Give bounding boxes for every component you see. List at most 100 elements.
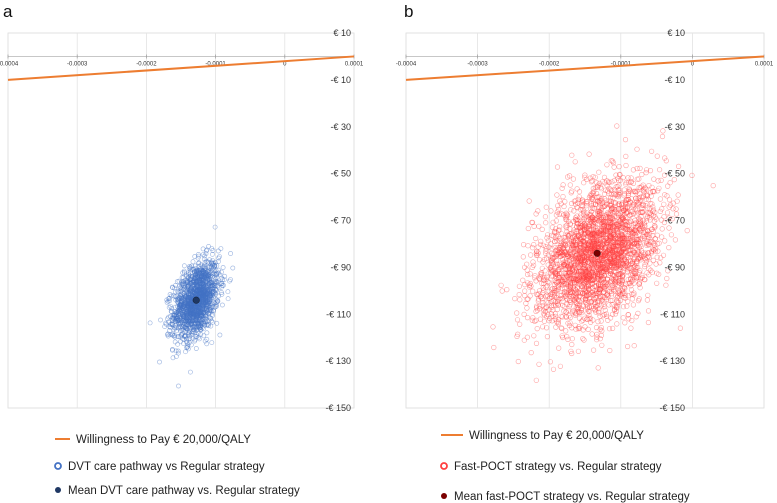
scatter-point bbox=[170, 315, 176, 321]
scatter-point bbox=[606, 191, 612, 197]
scatter-point bbox=[230, 265, 236, 271]
scatter-point bbox=[667, 202, 674, 208]
scatter-point bbox=[561, 212, 567, 218]
scatter-point bbox=[611, 258, 617, 264]
panel-b-letter: b bbox=[404, 2, 413, 21]
scatter-point bbox=[620, 242, 626, 249]
scatter-point bbox=[597, 313, 603, 319]
scatter-point bbox=[554, 192, 560, 198]
x-tick-label-1: -0.0003 bbox=[467, 61, 488, 67]
scatter-point bbox=[634, 165, 640, 172]
scatter-point bbox=[535, 298, 541, 304]
scatter-point bbox=[655, 178, 661, 184]
scatter-point bbox=[555, 317, 562, 323]
scatter-point bbox=[632, 269, 638, 275]
scatter-point bbox=[595, 365, 601, 371]
scatter-point bbox=[193, 324, 199, 330]
scatter-point bbox=[179, 279, 185, 285]
scatter-point bbox=[629, 208, 636, 215]
scatter-point bbox=[181, 317, 187, 323]
scatter-point bbox=[569, 350, 575, 357]
scatter-point bbox=[217, 254, 222, 259]
scatter-point bbox=[547, 359, 554, 365]
scatter-point bbox=[619, 273, 625, 279]
scatter-point bbox=[201, 299, 206, 305]
scatter-point bbox=[209, 267, 215, 273]
scatter-point bbox=[552, 226, 559, 232]
scatter-point bbox=[643, 196, 649, 202]
scatter-point bbox=[665, 183, 671, 189]
scatter-point bbox=[578, 277, 585, 283]
scatter-point bbox=[654, 254, 660, 260]
scatter-point bbox=[590, 277, 596, 284]
scatter-point bbox=[567, 289, 573, 295]
scatter-point bbox=[625, 189, 631, 195]
scatter-point bbox=[588, 201, 595, 207]
scatter-point bbox=[214, 303, 219, 309]
scatter-point bbox=[606, 302, 612, 308]
scatter-point bbox=[576, 315, 583, 321]
scatter-point bbox=[618, 214, 625, 220]
scatter-point bbox=[630, 167, 637, 173]
scatter-point bbox=[574, 305, 581, 311]
scatter-point bbox=[625, 224, 631, 230]
y-tick-label-2: -€ 30 bbox=[330, 122, 351, 132]
scatter-point bbox=[560, 182, 566, 188]
scatter-point bbox=[581, 180, 587, 186]
scatter-point bbox=[660, 128, 666, 134]
scatter-point bbox=[189, 263, 195, 269]
scatter-point bbox=[608, 207, 614, 213]
scatter-point bbox=[561, 235, 567, 241]
scatter-point bbox=[589, 331, 595, 337]
scatter-point bbox=[623, 197, 630, 203]
scatter-point bbox=[549, 232, 555, 238]
scatter-point bbox=[672, 237, 679, 243]
scatter-point bbox=[628, 325, 634, 331]
scatter-point bbox=[188, 322, 193, 328]
scatter-point bbox=[614, 123, 620, 129]
scatter-point bbox=[520, 254, 526, 260]
scatter-point bbox=[604, 276, 610, 282]
scatter-point bbox=[664, 210, 671, 216]
scatter-point bbox=[210, 258, 215, 263]
scatter-point bbox=[208, 284, 213, 290]
scatter-point bbox=[579, 226, 585, 232]
scatter-point bbox=[203, 251, 209, 256]
scatter-point bbox=[662, 238, 668, 244]
x-tick-label-4: 0 bbox=[283, 61, 287, 67]
scatter-point bbox=[595, 184, 601, 190]
scatter-point bbox=[616, 164, 622, 170]
scatter-point bbox=[651, 225, 658, 231]
scatter-point bbox=[588, 261, 595, 267]
scatter-point bbox=[187, 329, 193, 334]
scatter-point bbox=[593, 324, 600, 331]
scatter-point bbox=[203, 310, 209, 316]
scatter-point bbox=[582, 299, 589, 305]
scatter-point bbox=[641, 276, 648, 283]
scatter-point bbox=[556, 345, 562, 351]
scatter-point bbox=[635, 249, 641, 255]
scatter-point bbox=[553, 302, 559, 308]
scatter-point bbox=[614, 305, 620, 311]
scatter-point bbox=[184, 336, 190, 342]
scatter-point bbox=[545, 262, 551, 268]
scatter-point bbox=[627, 227, 634, 233]
scatter-point bbox=[589, 220, 595, 226]
scatter-point bbox=[603, 236, 609, 242]
scatter-point bbox=[634, 260, 640, 267]
scatter-point bbox=[580, 219, 586, 225]
scatter-point bbox=[200, 286, 206, 292]
scatter-point bbox=[169, 284, 175, 290]
scatter-point bbox=[638, 228, 644, 234]
scatter-point bbox=[642, 223, 648, 229]
scatter-point bbox=[612, 275, 619, 281]
scatter-point bbox=[592, 307, 598, 313]
scatter-point bbox=[219, 291, 225, 297]
scatter-point bbox=[657, 208, 663, 214]
scatter-point bbox=[175, 289, 181, 294]
scatter-point bbox=[531, 242, 537, 248]
scatter-point bbox=[601, 301, 607, 308]
scatter-point bbox=[595, 319, 601, 325]
scatter-point bbox=[666, 225, 672, 231]
scatter-point bbox=[578, 306, 584, 312]
